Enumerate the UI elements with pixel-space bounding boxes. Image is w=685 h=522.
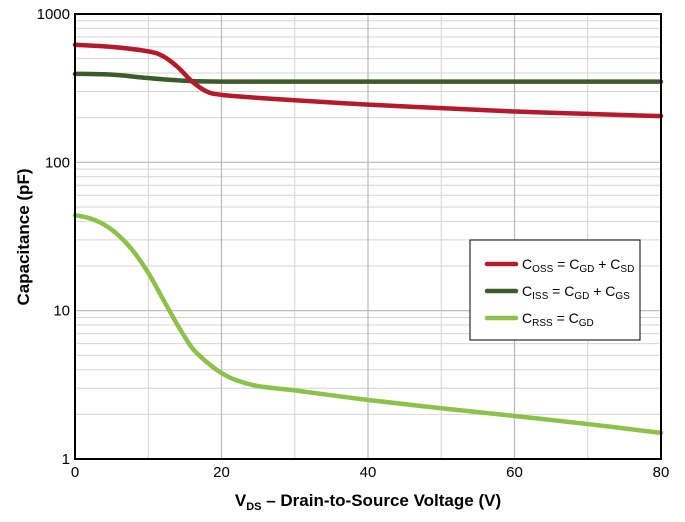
y-tick-label: 1000 bbox=[37, 6, 70, 23]
x-tick-labels: 0 20 40 60 80 bbox=[71, 464, 670, 481]
x-tick-label: 60 bbox=[506, 464, 523, 481]
x-tick-label: 80 bbox=[653, 464, 670, 481]
y-tick-labels: 1 10 100 1000 bbox=[37, 6, 70, 468]
legend-item-ciss-label: CISS = CGD + CGS bbox=[522, 283, 630, 302]
x-tick-label: 40 bbox=[360, 464, 377, 481]
major-grid bbox=[75, 14, 661, 459]
series-coss-line bbox=[72, 42, 664, 119]
plot-frame bbox=[74, 13, 662, 460]
x-axis-title: VDS – Drain-to-Source Voltage (V) bbox=[235, 491, 501, 513]
series-layer bbox=[72, 42, 664, 436]
legend: COSS = CGD + CSD CISS = CGD + CGS CRSS = C… bbox=[469, 239, 641, 341]
x-tick-label: 0 bbox=[71, 464, 79, 481]
series-ciss-line bbox=[72, 71, 664, 84]
y-axis-title: Capacitance (pF) bbox=[14, 169, 33, 306]
y-tick-label: 1 bbox=[62, 451, 70, 468]
legend-item-coss-label: COSS = CGD + CSD bbox=[522, 256, 634, 275]
x-axis-title-main: V bbox=[235, 491, 247, 510]
x-axis-title-rest: – Drain-to-Source Voltage (V) bbox=[262, 491, 502, 510]
legend-item-crss-label: CRSS = CGD bbox=[522, 310, 594, 329]
x-axis-title-sub: DS bbox=[246, 501, 261, 513]
series-crss-line bbox=[72, 212, 664, 436]
y-tick-label: 100 bbox=[45, 154, 70, 171]
x-tick-label: 20 bbox=[213, 464, 230, 481]
y-tick-label: 10 bbox=[53, 303, 70, 320]
